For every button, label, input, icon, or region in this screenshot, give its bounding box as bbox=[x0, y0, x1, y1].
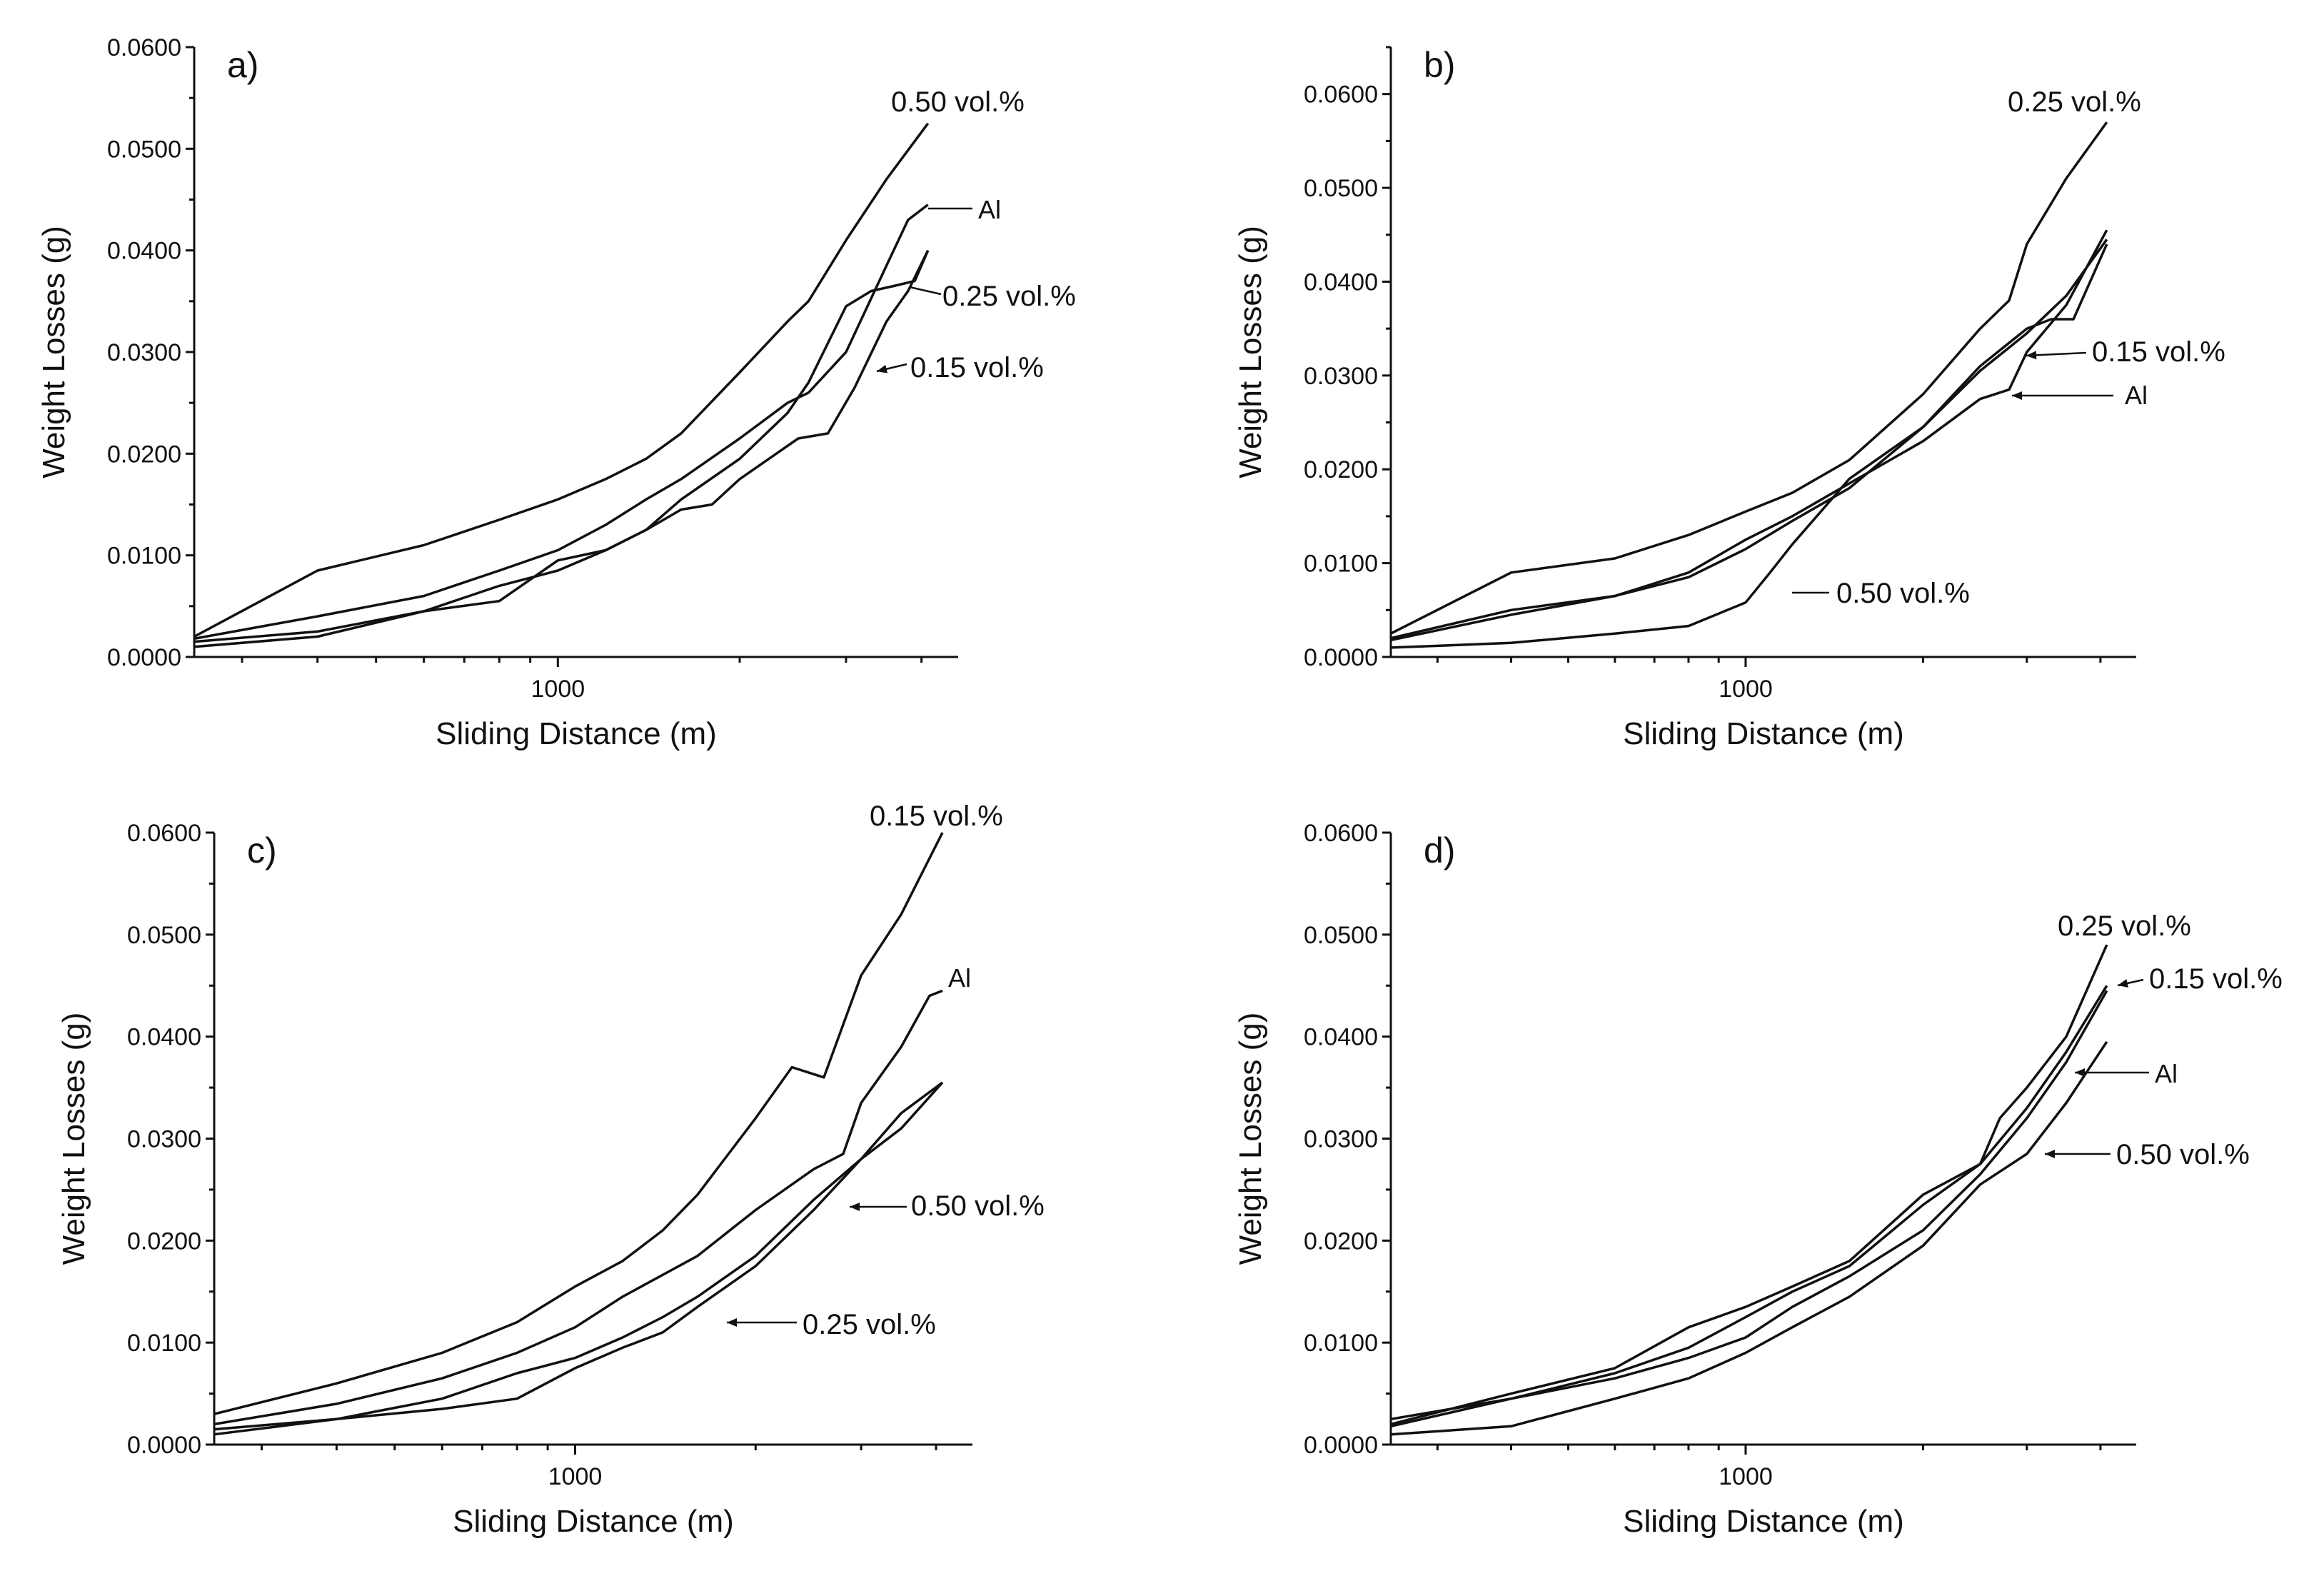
y-tick-label: 0.0500 bbox=[127, 922, 201, 949]
series-annotation-label: 0.25 vol.% bbox=[942, 281, 1076, 312]
x-tick-label: 1000 bbox=[531, 676, 585, 703]
series-line-2 bbox=[193, 250, 930, 643]
annotation-arrowhead bbox=[877, 364, 888, 373]
series-annotation-label: 0.50 vol.% bbox=[2116, 1139, 2250, 1170]
series-line-1 bbox=[193, 204, 929, 641]
series-annotation-label: 0.25 vol.% bbox=[2008, 86, 2141, 118]
y-tick-label: 0.0600 bbox=[1304, 81, 1378, 109]
series-line-3 bbox=[213, 1081, 944, 1436]
y-tick-label: 0.0100 bbox=[1304, 1330, 1378, 1357]
series-line-0 bbox=[213, 832, 944, 1415]
series-line-2 bbox=[213, 1081, 944, 1431]
series-annotation-label: 0.25 vol.% bbox=[2058, 910, 2191, 942]
y-tick-label: 0.0100 bbox=[1304, 551, 1378, 578]
chart-panel-a: 0.0000 0.0100 0.0200 0.0300 0.0400 0.0500 0.06… bbox=[36, 34, 1076, 751]
y-tick-label: 0.0600 bbox=[1304, 820, 1378, 847]
x-tick-label: 1000 bbox=[1719, 1463, 1773, 1490]
x-tick-label: 1000 bbox=[548, 1463, 603, 1490]
series-annotation-label: Al bbox=[2155, 1059, 2178, 1088]
x-axis-title: Sliding Distance (m) bbox=[436, 716, 717, 751]
series-line-3 bbox=[1390, 1040, 2108, 1436]
axes-frame bbox=[1389, 833, 2136, 1446]
y-axis-title: Weight Losses (g) bbox=[36, 226, 71, 478]
y-tick-label: 0.0100 bbox=[127, 1330, 201, 1357]
x-axis-title: Sliding Distance (m) bbox=[1623, 1504, 1904, 1539]
x-tick-label: 1000 bbox=[1719, 676, 1773, 703]
y-tick-label: 0.0000 bbox=[107, 644, 181, 671]
series-line-2 bbox=[1390, 229, 2108, 642]
series-line-2 bbox=[1390, 990, 2108, 1428]
y-tick-label: 0.0200 bbox=[107, 441, 181, 468]
y-tick-label: 0.0500 bbox=[1304, 175, 1378, 202]
series-annotation-label: 0.50 vol.% bbox=[1836, 578, 1970, 609]
y-axis-title: Weight Losses (g) bbox=[1233, 1013, 1268, 1265]
series-line-1 bbox=[213, 989, 943, 1426]
panel-label: d) bbox=[1424, 830, 1455, 870]
chart-panel-c: 0.0000 0.0100 0.0200 0.0300 0.0400 0.0500 0.06… bbox=[56, 800, 1045, 1539]
panel-label: b) bbox=[1424, 45, 1455, 85]
axes-frame bbox=[1389, 47, 2136, 658]
annotation-arrowhead bbox=[2118, 979, 2128, 988]
series-annotation-label: Al bbox=[978, 195, 1001, 224]
y-tick-label: 0.0100 bbox=[107, 543, 181, 570]
chart-panel-d: 0.0000 0.0100 0.0200 0.0300 0.0400 0.0500 0.06… bbox=[1233, 820, 2283, 1539]
x-axis-title: Sliding Distance (m) bbox=[453, 1504, 734, 1539]
series-annotation-label: Al bbox=[948, 963, 971, 993]
series-line-0 bbox=[1390, 944, 2108, 1426]
y-tick-label: 0.0300 bbox=[127, 1126, 201, 1153]
chart-panel-b: 0.0000 0.0100 0.0200 0.0300 0.0400 0.0500 0.06… bbox=[1233, 45, 2225, 751]
series-annotation-label: 0.15 vol.% bbox=[2149, 963, 2283, 995]
annotation-arrowhead bbox=[2045, 1150, 2055, 1158]
series-line-3 bbox=[1390, 239, 2108, 649]
annotation-arrowhead bbox=[727, 1318, 737, 1327]
series-annotation-label: 0.50 vol.% bbox=[891, 86, 1025, 118]
annotation-arrowhead bbox=[2075, 1068, 2085, 1077]
y-tick-label: 0.0300 bbox=[1304, 1126, 1378, 1153]
y-tick-label: 0.0400 bbox=[1304, 268, 1378, 296]
series-annotation-label: Al bbox=[2125, 381, 2148, 410]
series-line-1 bbox=[1390, 985, 2108, 1421]
series-annotation-label: 0.25 vol.% bbox=[803, 1309, 936, 1340]
y-tick-label: 0.0600 bbox=[127, 820, 201, 847]
series-line-3 bbox=[193, 249, 930, 648]
x-axis-title: Sliding Distance (m) bbox=[1623, 716, 1904, 751]
y-tick-label: 0.0600 bbox=[107, 34, 181, 61]
axes-frame bbox=[193, 47, 958, 658]
y-tick-label: 0.0000 bbox=[1304, 644, 1378, 671]
series-line-0 bbox=[193, 122, 930, 638]
y-axis-title: Weight Losses (g) bbox=[56, 1013, 91, 1265]
y-axis-title: Weight Losses (g) bbox=[1233, 226, 1268, 478]
y-tick-label: 0.0500 bbox=[107, 136, 181, 163]
series-annotation-label: 0.15 vol.% bbox=[910, 352, 1044, 383]
y-tick-label: 0.0300 bbox=[1304, 363, 1378, 390]
y-tick-label: 0.0400 bbox=[127, 1024, 201, 1051]
series-annotation-label: 0.50 vol.% bbox=[911, 1190, 1045, 1222]
series-annotation-label: 0.15 vol.% bbox=[870, 800, 1003, 832]
y-tick-label: 0.0200 bbox=[1304, 456, 1378, 483]
series-annotation-label: 0.15 vol.% bbox=[2092, 336, 2225, 368]
annotation-arrowhead bbox=[2012, 391, 2022, 400]
y-tick-label: 0.0000 bbox=[127, 1432, 201, 1459]
panel-label: a) bbox=[227, 45, 258, 85]
y-tick-label: 0.0400 bbox=[107, 238, 181, 265]
annotation-leader bbox=[2026, 351, 2087, 357]
y-tick-label: 0.0000 bbox=[1304, 1432, 1378, 1459]
annotation-arrowhead bbox=[850, 1203, 860, 1211]
panel-label: c) bbox=[247, 830, 277, 870]
y-tick-label: 0.0300 bbox=[107, 339, 181, 366]
y-tick-label: 0.0400 bbox=[1304, 1024, 1378, 1051]
y-tick-label: 0.0200 bbox=[1304, 1228, 1378, 1255]
axes-frame bbox=[213, 833, 972, 1446]
y-tick-label: 0.0500 bbox=[1304, 922, 1378, 949]
y-tick-label: 0.0200 bbox=[127, 1228, 201, 1255]
annotation-arrowhead bbox=[2026, 351, 2037, 360]
series-line-0 bbox=[1390, 121, 2108, 635]
annotation-leader bbox=[909, 286, 942, 296]
